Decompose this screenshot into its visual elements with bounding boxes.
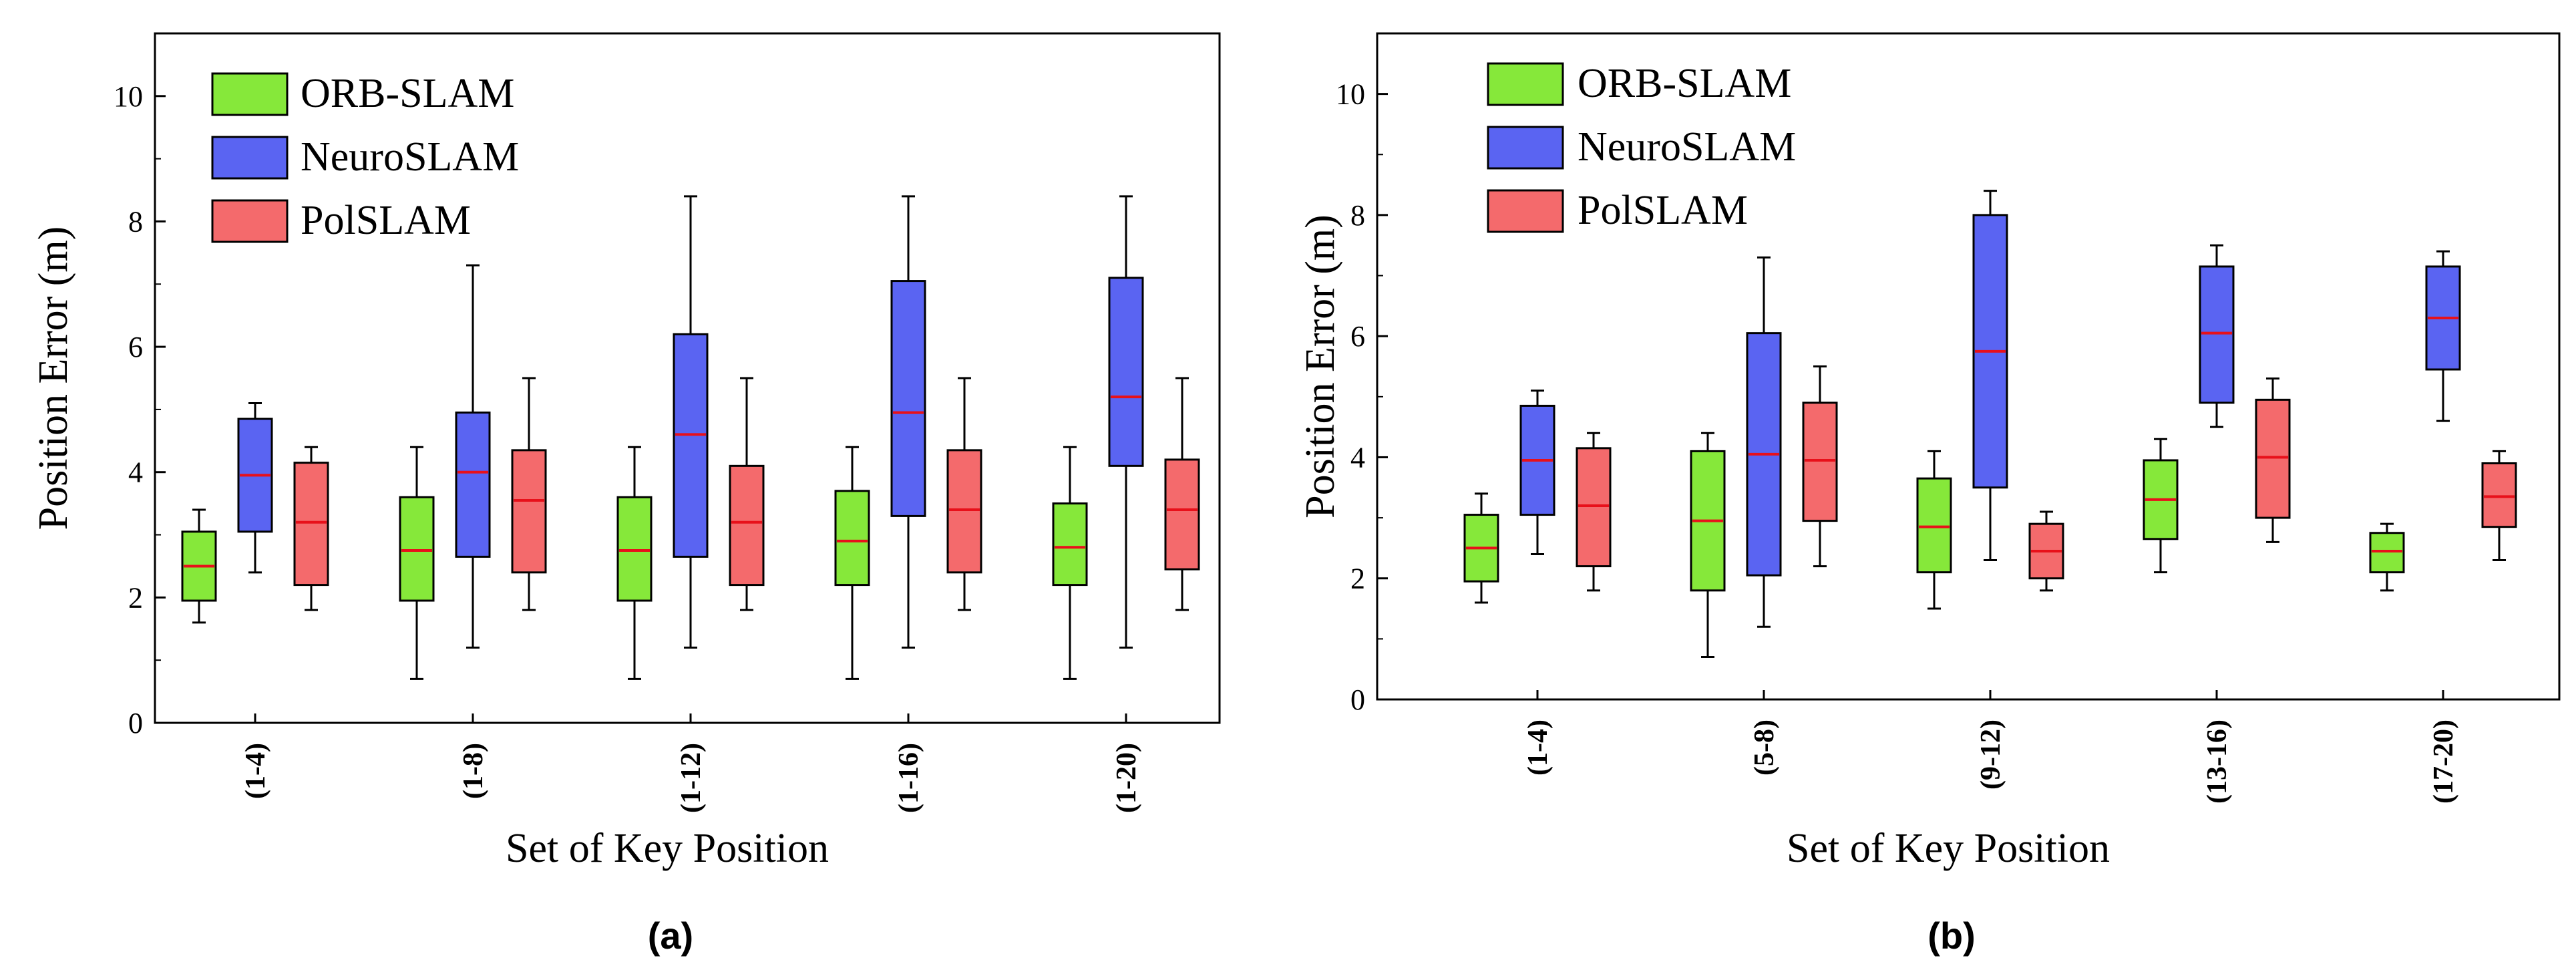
legend-swatch-neuro — [1487, 126, 1564, 170]
y-tick-label: 10 — [1336, 78, 1365, 111]
plot-frame — [154, 32, 1221, 724]
box-neuro — [455, 412, 491, 558]
panel-a: 0 2 4 6 8 10 Position Error (m) (1-4) (1-8) (1-12… — [31, 32, 1221, 957]
legend-label: NeuroSLAM — [301, 134, 519, 180]
box-neuro — [1108, 277, 1144, 467]
x-tick-label: (13-16) — [2202, 719, 2233, 804]
box-pol — [1576, 447, 1612, 568]
box-pol — [2255, 398, 2291, 519]
x-axis-title: Set of Key Position — [1787, 826, 2110, 871]
box-orb — [1916, 477, 1952, 574]
legend-label: ORB-SLAM — [1578, 61, 1791, 106]
panel-label: (b) — [1927, 915, 1976, 957]
box-orb — [616, 496, 653, 602]
box-neuro — [890, 280, 926, 517]
x-tick-label: (1-12) — [676, 743, 707, 813]
x-tick-label: (1-8) — [458, 743, 489, 799]
box-pol — [1802, 401, 1838, 522]
box-pol — [1164, 458, 1200, 571]
box-pol — [511, 449, 547, 574]
y-tick-label: 8 — [128, 205, 143, 238]
legend-swatch-orb — [211, 72, 289, 116]
legend-label: PolSLAM — [301, 198, 471, 243]
y-tick-label: 2 — [1350, 562, 1365, 595]
box-neuro — [2199, 265, 2235, 404]
box-pol — [946, 449, 982, 574]
y-axis-title: Position Error (m) — [31, 226, 76, 530]
x-tick-label: (1-4) — [240, 743, 271, 799]
y-tick-label: 4 — [128, 456, 143, 489]
y-tick-label: 4 — [1350, 441, 1365, 474]
box-orb — [399, 496, 435, 602]
x-tick-label: (1-16) — [894, 743, 924, 813]
x-tick-label: (17-20) — [2428, 719, 2459, 804]
x-axis-title: Set of Key Position — [506, 826, 829, 871]
box-pol — [293, 462, 329, 587]
legend-swatch-orb — [1487, 62, 1564, 106]
y-tick-label: 10 — [114, 80, 143, 113]
y-axis-title: Position Error (m) — [1298, 214, 1343, 518]
box-pol — [729, 464, 765, 587]
legend-label: ORB-SLAM — [301, 71, 514, 116]
y-tick-label: 8 — [1350, 199, 1365, 232]
y-tick-label: 2 — [128, 581, 143, 614]
legend-swatch-neuro — [211, 136, 289, 180]
box-neuro — [673, 333, 709, 558]
box-orb — [1052, 502, 1088, 587]
panel-label: (a) — [648, 915, 693, 957]
x-tick-label: (9-12) — [1976, 719, 2006, 790]
legend-swatch-pol — [1487, 189, 1564, 233]
box-pol — [2481, 462, 2517, 528]
plot-frame — [1376, 32, 2561, 701]
y-tick-label: 0 — [1350, 683, 1365, 716]
box-orb — [834, 490, 870, 587]
y-tick-label: 0 — [128, 707, 143, 740]
legend-label: NeuroSLAM — [1578, 124, 1796, 170]
x-tick-label: (1-20) — [1111, 743, 1142, 813]
x-tick-label: (1-4) — [1523, 719, 1553, 776]
legend-swatch-pol — [211, 199, 289, 243]
y-tick-label: 6 — [1350, 320, 1365, 353]
y-tick-label: 6 — [128, 331, 143, 363]
legend-label: PolSLAM — [1578, 188, 1748, 233]
panel-b: 0 2 4 6 8 10 Position Error (m) (1-4) (5-8) (9-12… — [1298, 32, 2561, 957]
x-tick-label: (5-8) — [1749, 719, 1780, 776]
box-orb — [2369, 532, 2405, 574]
